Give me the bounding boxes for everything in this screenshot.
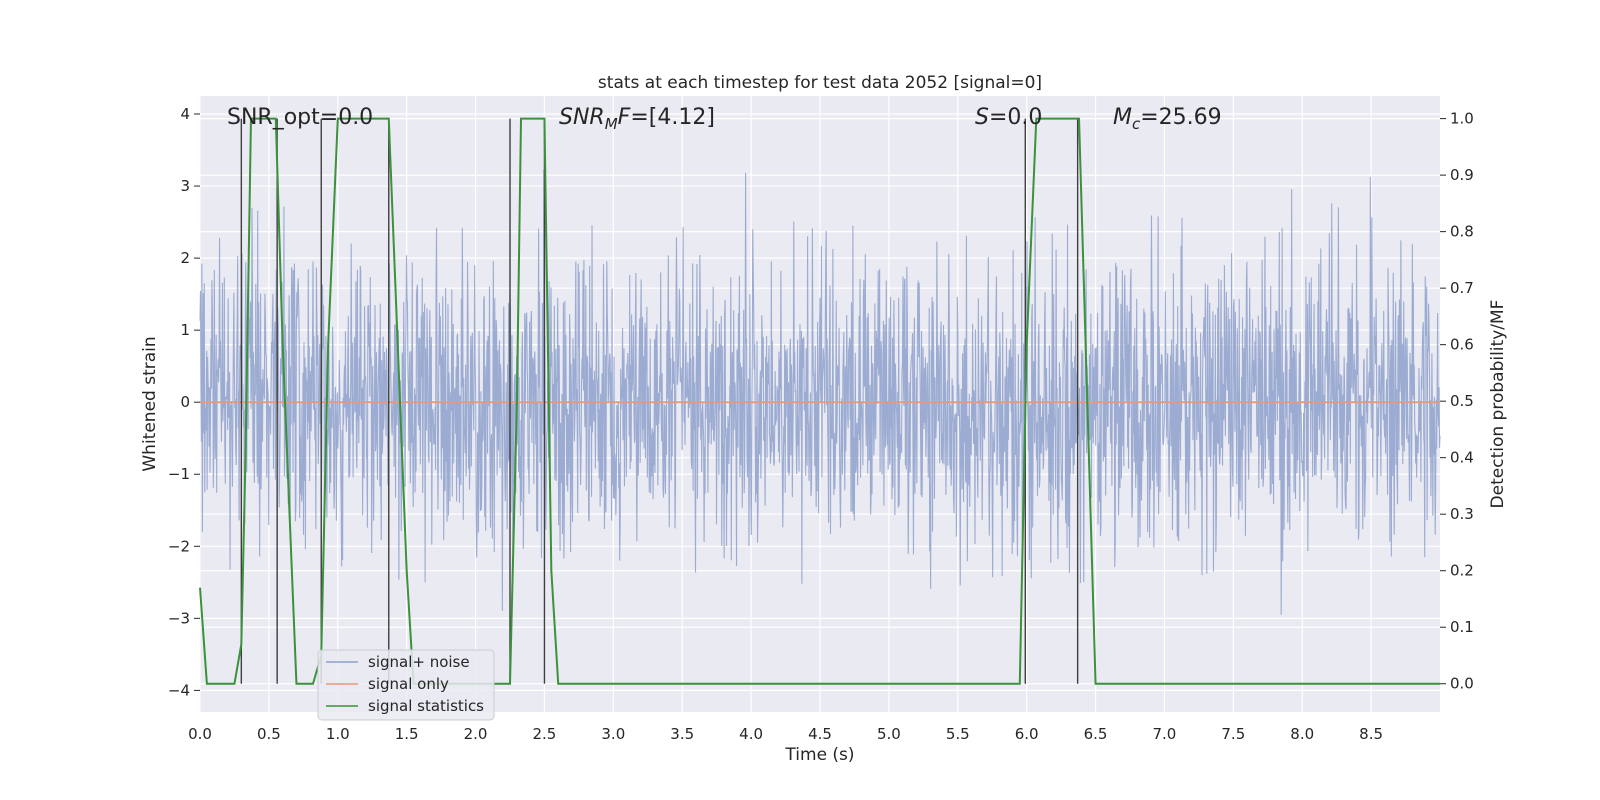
legend-box [317,649,495,721]
x-tick-label: 7.0 [1153,725,1177,743]
s-value: =0.0 [989,105,1042,130]
y-left-tick-label: 3 [180,177,190,195]
y-right-tick-label: 0.8 [1450,223,1474,241]
y-right-tick-label: 1.0 [1450,110,1474,128]
x-tick-labels: 0.0 0.5 1.0 1.5 2.0 2.5 3.0 3.5 4.0 4.5 5.0 5.5 6.0 6… [188,725,1383,743]
mc-sub: c [1132,115,1141,133]
x-tick-label: 4.0 [739,725,763,743]
x-tick-label: 8.0 [1290,725,1314,743]
y-right-tick-label: 0.4 [1450,449,1474,467]
chart-title: stats at each timestep for test data 205… [598,73,1042,93]
snr-mf-prefix: SNR [559,105,605,130]
s-label: S [975,105,989,130]
y-right-tick-label: 0.2 [1450,562,1474,580]
x-tick-label: 2.5 [533,725,557,743]
snr-opt-annotation: SNR_opt=0.0 [227,105,373,130]
y-left-tick-label: −1 [168,465,190,483]
snr-mf-suffix: F [618,105,631,130]
x-tick-label: 6.5 [1084,725,1108,743]
legend-label-signal-statistics: signal statistics [368,697,484,715]
y-right-tick-labels: 1.0 0.9 0.8 0.7 0.6 0.5 0.4 0.3 0.2 0.1 0.0 [1440,110,1474,693]
x-tick-label: 1.0 [326,725,350,743]
mc-annotation: Mc=25.69 [1113,105,1222,133]
x-tick-label: 4.5 [808,725,832,743]
x-tick-label: 5.5 [946,725,970,743]
y-left-tick-label: −3 [168,609,190,627]
s-annotation: S=0.0 [975,105,1042,130]
x-tick-label: 2.0 [464,725,488,743]
y-right-tick-label: 0.5 [1450,392,1474,410]
mc-value: =25.69 [1140,105,1221,130]
snr-mf-value: =[4.12] [630,105,715,130]
mc-label: M [1113,105,1132,130]
y-left-tick-label: −4 [168,681,190,699]
y-left-tick-label: 1 [180,321,190,339]
legend: signal+ noise signal only signal statist… [317,649,495,721]
y-left-tick-label: 2 [180,249,190,267]
y-left-tick-labels: 4 3 2 1 0 −1 −2 −3 −4 [168,105,200,699]
y-left-tick-label: 0 [180,393,190,411]
x-axis-label: Time (s) [784,745,854,765]
y-right-tick-label: 0.6 [1450,336,1474,354]
y-right-axis-label: Detection probability/MF [1488,300,1508,509]
x-tick-label: 8.5 [1359,725,1383,743]
x-tick-label: 0.0 [188,725,212,743]
y-right-tick-label: 0.7 [1450,279,1474,297]
y-right-tick-label: 0.3 [1450,505,1474,523]
y-right-tick-label: 0.9 [1450,166,1474,184]
x-tick-label: 6.0 [1015,725,1039,743]
x-tick-label: 3.5 [670,725,694,743]
signal-statistics-line [199,117,1440,685]
legend-label-signal-only: signal only [368,675,449,693]
snr-mf-annotation: SNRMF=[4.12] [559,105,715,133]
x-tick-label: 1.5 [395,725,419,743]
y-left-axis-label: Whitened strain [140,336,160,471]
legend-label-signal-noise: signal+ noise [368,653,470,671]
signal-noise-series [199,169,1441,615]
x-tick-label: 0.5 [257,725,281,743]
signal-noise-line [199,169,1441,615]
y-right-tick-label: 0.0 [1450,675,1474,693]
y-left-tick-label: −2 [168,537,190,555]
y-right-tick-label: 0.1 [1450,618,1474,636]
x-tick-label: 3.0 [601,725,625,743]
signal-statistics-series [199,117,1440,685]
x-tick-label: 7.5 [1221,725,1245,743]
x-tick-label: 5.0 [877,725,901,743]
y-left-tick-label: 4 [180,105,190,123]
snr-mf-sub: M [605,115,618,133]
vertical-marker-lines [240,118,1079,684]
